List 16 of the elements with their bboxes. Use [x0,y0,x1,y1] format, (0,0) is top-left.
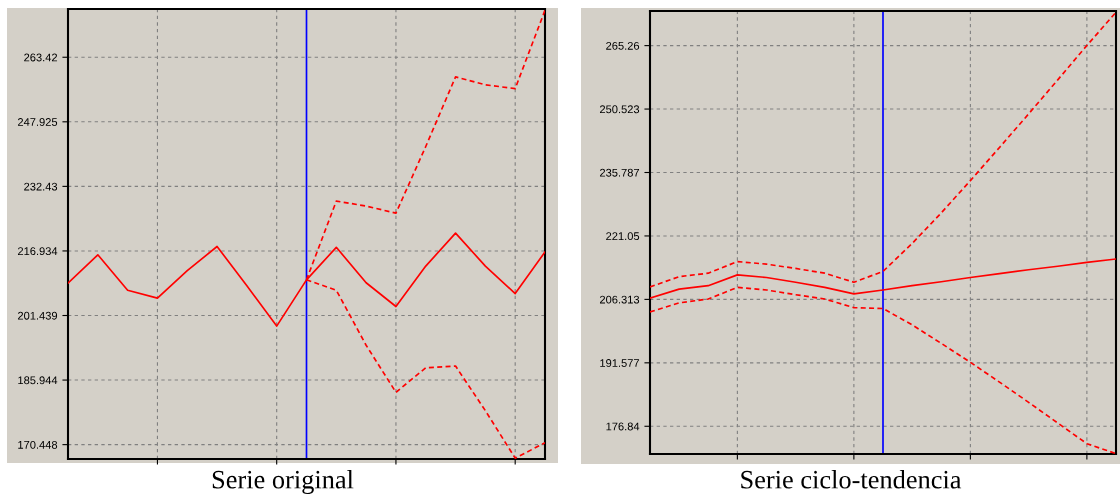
y-tick-label: 250.523 [599,105,640,114]
y-tick-label: 170.448 [18,440,58,449]
text: Serie original [212,470,354,494]
y-tick-label: 176.84 [606,422,640,431]
y-tick-label: 221.05 [606,232,640,241]
y-tick-label: 265.26 [606,41,640,50]
y-tick-label: 201.439 [17,311,58,320]
y-tick-label: 191.577 [600,359,640,367]
y-tick-label: 206.313 [599,295,640,304]
y-tick-label: 263.42 [24,53,58,62]
y-tick-label: 216.934 [17,247,58,256]
y-tick-label: 235.787 [599,168,640,177]
y-tick-label: 185.944 [18,376,58,385]
y-tick-label: 232.43 [24,182,58,191]
text: Serie ciclo-tendencia [741,470,962,489]
y-tick-label: 247.925 [17,118,58,126]
